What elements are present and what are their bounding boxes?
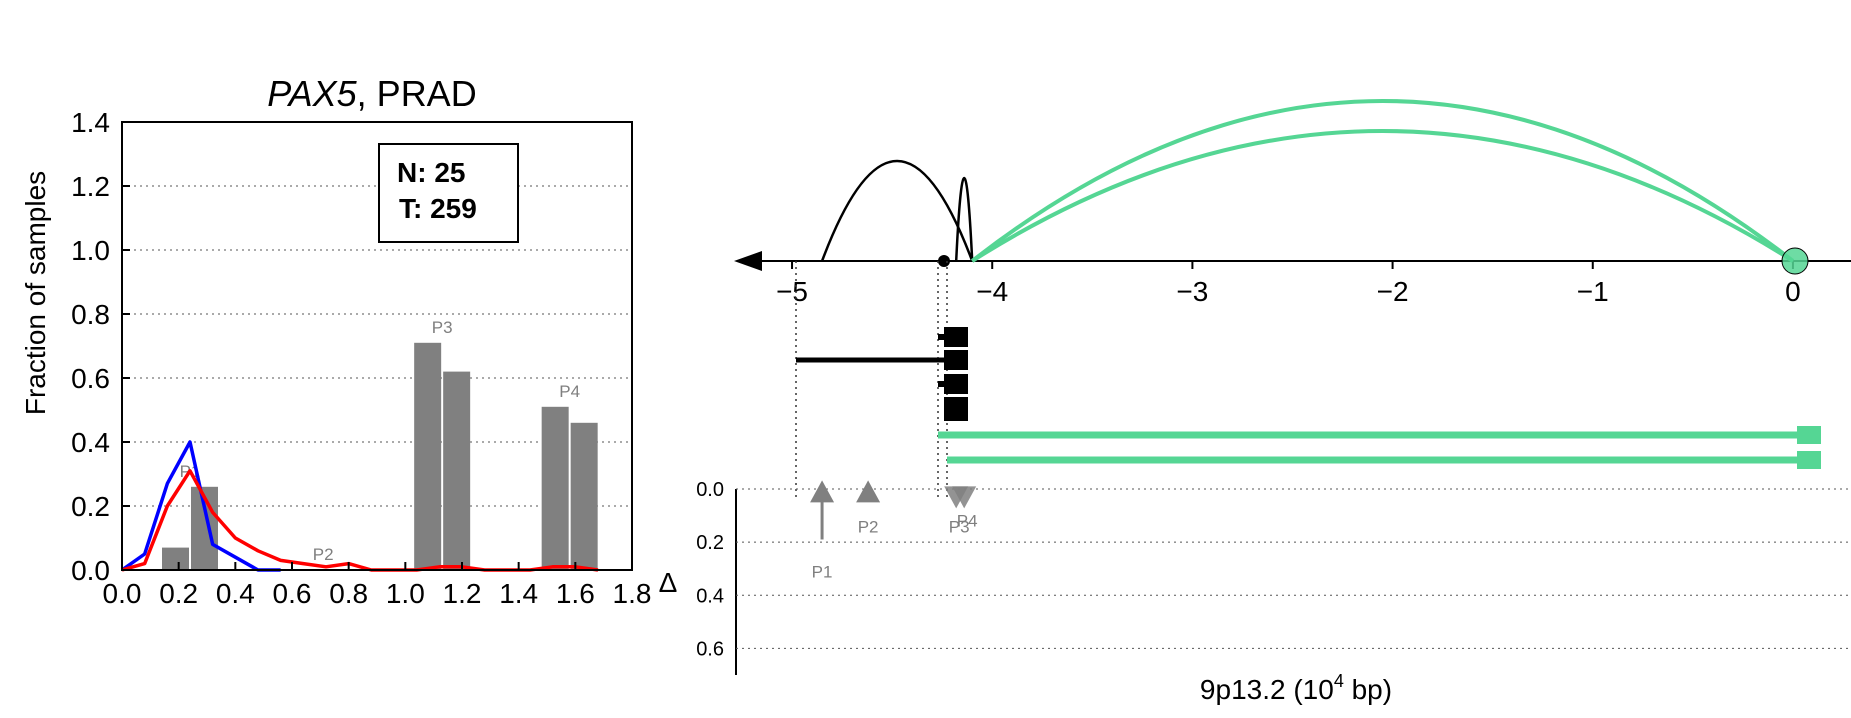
transcript-green xyxy=(938,426,1821,469)
left-x-tick-label: 0.4 xyxy=(216,578,255,609)
delta-tick-label: 0.0 xyxy=(696,479,724,501)
left-title: PAX5, PRAD xyxy=(267,73,476,114)
left-x-tick-label: 1.0 xyxy=(386,578,425,609)
bar-peak-label: P2 xyxy=(313,545,334,564)
left-ylabel: Fraction of samples xyxy=(20,171,51,415)
tumor-count: T: 259 xyxy=(399,193,477,224)
bar-normal xyxy=(541,406,569,570)
bar-normal xyxy=(162,547,189,570)
left-x-tick-label: 0.6 xyxy=(273,578,312,609)
left-x-tick-label: 0.8 xyxy=(329,578,368,609)
transcript-exon-small xyxy=(938,381,946,387)
genomic-x-ticks: −5 −4 −3 −2 −1 0 xyxy=(776,261,1801,307)
normal-count: N: 25 xyxy=(397,157,465,188)
right-panel: −5 −4 −3 −2 −1 0 0 xyxy=(659,99,1851,705)
interaction-arc xyxy=(954,176,974,262)
bar-tumor xyxy=(570,422,598,570)
transcript-green-exon-1 xyxy=(1797,426,1821,444)
transcript-exon xyxy=(944,350,968,370)
bar-peak-label: P3 xyxy=(432,318,453,337)
transcript-exon xyxy=(944,397,968,421)
left-x-tick-label: 1.2 xyxy=(443,578,482,609)
left-y-tick-label: 0.8 xyxy=(71,299,110,330)
interaction-arc xyxy=(970,99,1795,263)
transcript-black xyxy=(796,327,968,421)
bar-tumor xyxy=(443,371,471,570)
counts-box-frame xyxy=(378,143,519,243)
transcript-exon-small xyxy=(938,334,946,340)
left-bars xyxy=(162,342,598,570)
interaction-arcs xyxy=(820,99,1795,263)
left-y-ticks: 0.0 0.2 0.4 0.6 0.8 1.0 1.2 1.4 xyxy=(71,107,130,586)
left-y-tick-label: 0.6 xyxy=(71,363,110,394)
right-xlabel-sup: 4 xyxy=(1334,671,1344,691)
strand-direction-arrow-icon xyxy=(734,251,762,271)
target-point-dot xyxy=(1781,247,1809,275)
left-x-ticks: 0.0 0.2 0.4 0.6 0.8 1.0 1.2 1.4 1.6 1.8 xyxy=(103,562,652,609)
promoter-label: P2 xyxy=(858,517,879,536)
left-y-tick-label: 0.0 xyxy=(71,555,110,586)
genomic-tick-label: −2 xyxy=(1377,276,1409,307)
left-x-tick-label: 1.4 xyxy=(499,578,538,609)
anchor-point-dot xyxy=(938,255,950,267)
genomic-tick-label: −4 xyxy=(976,276,1008,307)
promoter-label: P3 xyxy=(949,517,970,536)
left-x-tick-label: 1.6 xyxy=(556,578,595,609)
transcript-exon xyxy=(944,327,968,347)
interaction-arc xyxy=(820,160,974,262)
genomic-tick-label: −3 xyxy=(1176,276,1208,307)
promoter-up-triangle-icon xyxy=(856,480,881,503)
delta-grid xyxy=(736,488,1851,649)
promoter-down-triangle-icon xyxy=(952,486,977,509)
transcript-exon xyxy=(944,374,968,394)
right-xlabel-tail: bp) xyxy=(1344,674,1392,705)
left-plot-frame xyxy=(121,121,633,571)
left-x-tick-label: 1.8 xyxy=(613,578,652,609)
transcript-green-exon-2 xyxy=(1797,451,1821,469)
promoter-label: P1 xyxy=(812,562,833,581)
promoter-up-triangle-icon xyxy=(810,480,835,503)
left-panel: PAX5, PRAD Fraction of samples P1P2P3P4 … xyxy=(20,73,651,609)
promoter-label: P4 xyxy=(957,511,978,530)
counts-box: N: 25 T: 259 xyxy=(378,143,519,243)
bar-peak-label: P4 xyxy=(559,382,580,401)
promoter-guides xyxy=(795,261,948,497)
interaction-arc xyxy=(971,129,1795,263)
left-y-tick-label: 0.2 xyxy=(71,491,110,522)
delta-y-ticks: 0.0 0.2 0.4 0.6 xyxy=(696,479,724,660)
genomic-tick-label: 0 xyxy=(1785,276,1801,307)
left-y-tick-label: 1.4 xyxy=(71,107,110,138)
genomic-tick-label: −1 xyxy=(1577,276,1609,307)
left-title-gene: PAX5 xyxy=(267,73,357,114)
left-title-rest: , PRAD xyxy=(357,73,477,114)
genomic-tick-label: −5 xyxy=(776,276,808,307)
right-xlabel: 9p13.2 (104 bp) xyxy=(1200,671,1392,705)
left-y-tick-label: 1.0 xyxy=(71,235,110,266)
left-y-tick-label: 0.4 xyxy=(71,427,110,458)
delta-tick-label: 0.4 xyxy=(696,585,724,607)
delta-label: Δ xyxy=(659,567,678,598)
left-y-tick-label: 1.2 xyxy=(71,171,110,202)
bar-normal xyxy=(414,342,442,570)
left-x-tick-label: 0.2 xyxy=(159,578,198,609)
right-xlabel-main: 9p13.2 (10 xyxy=(1200,674,1334,705)
delta-tick-label: 0.2 xyxy=(696,532,724,554)
left-x-tick-label: 0.0 xyxy=(103,578,142,609)
delta-tick-label: 0.6 xyxy=(696,638,724,660)
